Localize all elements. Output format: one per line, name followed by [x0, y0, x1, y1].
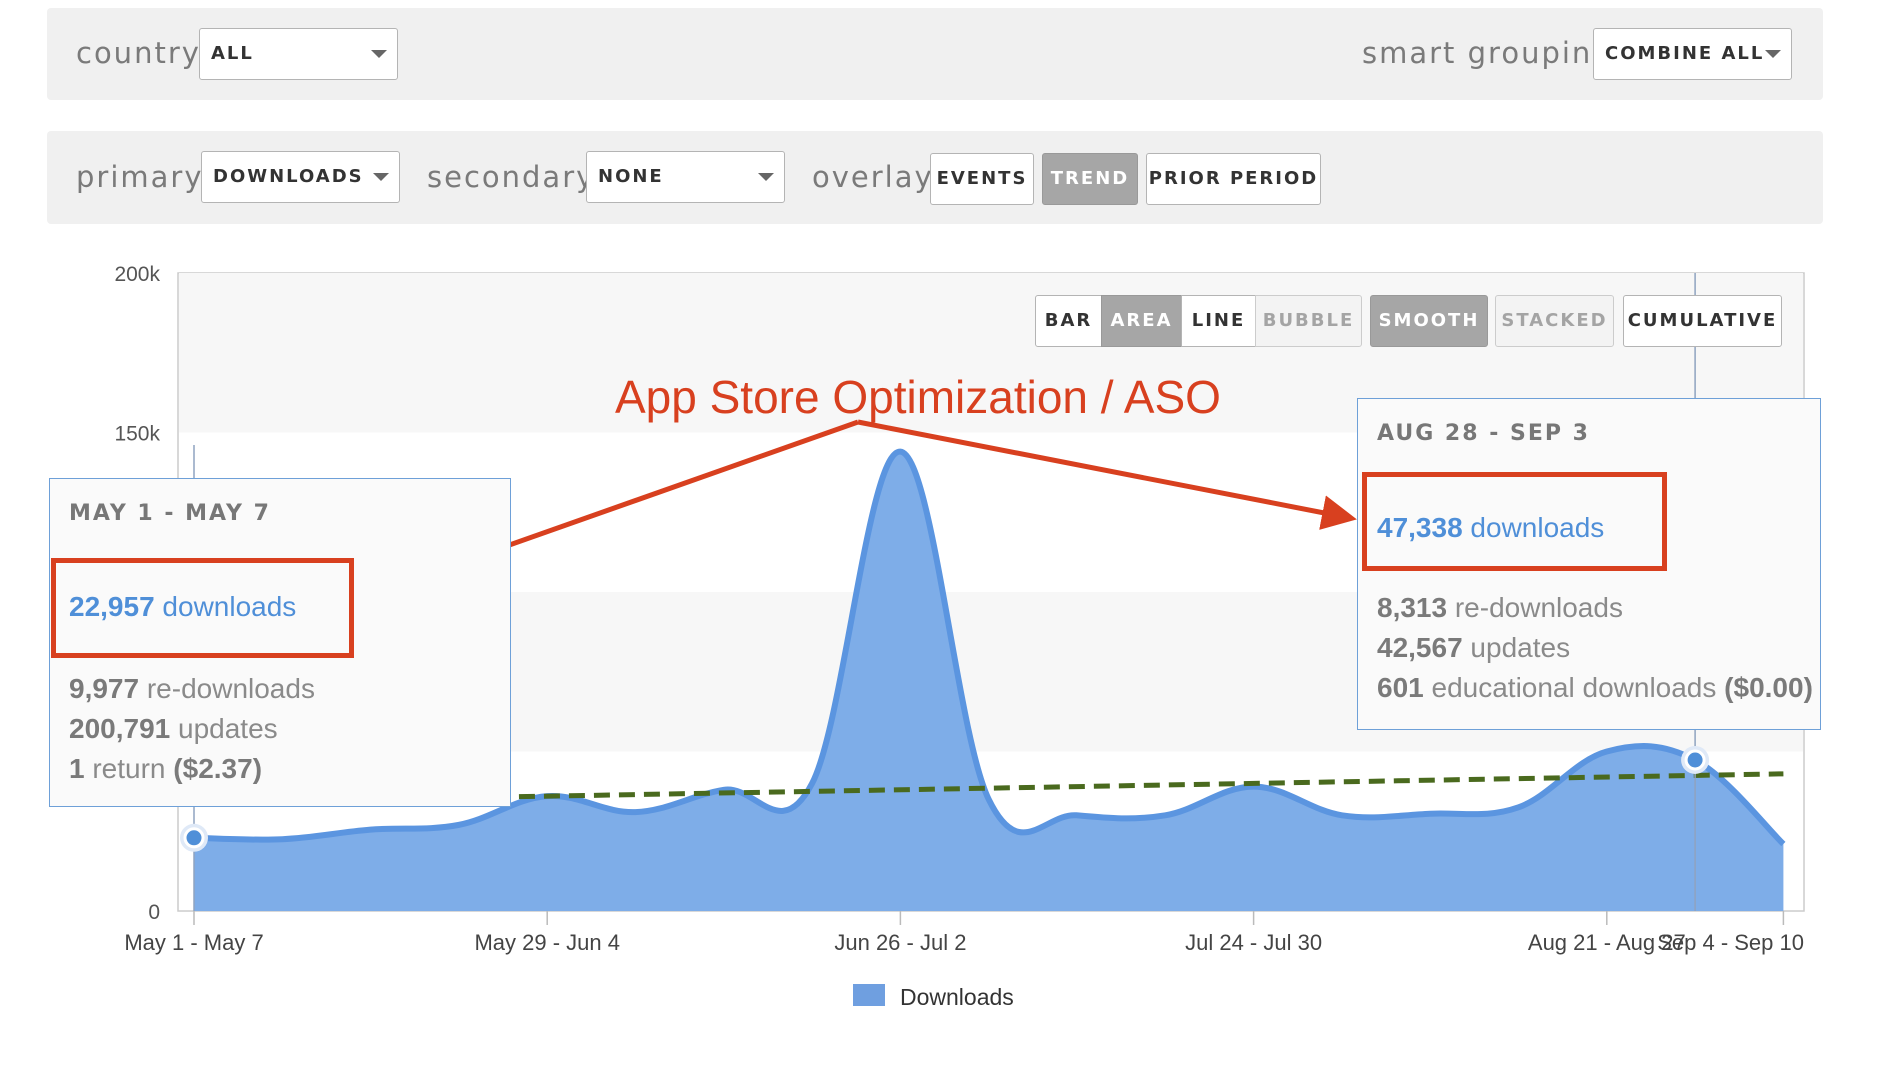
x-tick-label: Sep 4 - Sep 10 — [1657, 930, 1804, 955]
chart-type-area-button[interactable]: AREA — [1101, 295, 1182, 347]
tooltip-updates: 42,567 updates — [1377, 632, 1571, 663]
tooltip-educational: 601 educational downloads ($0.00) — [1377, 672, 1813, 703]
smart-grouping-select[interactable]: COMBINE ALL — [1593, 28, 1792, 80]
primary-select-value: DOWNLOADS — [213, 166, 364, 187]
primary-select[interactable]: DOWNLOADS — [201, 151, 400, 203]
overlay-label: overlay — [812, 160, 934, 194]
smart-grouping-select-value: COMBINE ALL — [1605, 43, 1765, 64]
secondary-select[interactable]: NONE — [586, 151, 785, 203]
aso-annotation: App Store Optimization / ASO — [615, 371, 1221, 423]
tooltip-redownloads: 8,313 re-downloads — [1377, 592, 1623, 623]
primary-label: primary — [76, 160, 204, 194]
highlight-box — [51, 558, 354, 658]
overlay-prior-period-button[interactable]: PRIOR PERIOD — [1146, 153, 1321, 205]
smooth-toggle-button[interactable]: SMOOTH — [1370, 295, 1488, 347]
stacked-toggle-button[interactable]: STACKED — [1495, 295, 1614, 347]
data-point-marker — [1684, 749, 1706, 771]
smart-grouping-label: smart grouping — [1362, 36, 1613, 70]
secondary-label: secondary — [427, 160, 596, 194]
tooltip-downloads: 47,338 downloads — [1377, 512, 1605, 543]
chevron-down-icon — [1765, 50, 1781, 58]
country-select-value: ALL — [211, 43, 254, 64]
tooltip-returns: 1 return ($2.37) — [69, 753, 263, 784]
chart-type-bar-button[interactable]: BAR — [1035, 295, 1102, 347]
tooltip-updates: 200,791 updates — [69, 713, 278, 744]
legend-label: Downloads — [900, 984, 1014, 1010]
annotation-arrow-right — [857, 419, 1357, 530]
highlight-box — [1362, 472, 1667, 571]
chevron-down-icon — [373, 173, 389, 181]
country-label: country — [76, 36, 201, 70]
legend-swatch — [853, 984, 885, 1006]
x-tick-label: Jul 24 - Jul 30 — [1185, 930, 1322, 955]
tooltip-title: AUG 28 - SEP 3 — [1377, 421, 1590, 446]
y-tick-label: 150k — [114, 423, 160, 446]
tooltip-title: MAY 1 - MAY 7 — [69, 501, 271, 526]
tooltip-redownloads: 9,977 re-downloads — [69, 673, 315, 704]
country-select[interactable]: ALL — [199, 28, 398, 80]
y-tick-label: 0 — [148, 901, 160, 924]
overlay-trend-button[interactable]: TREND — [1042, 153, 1138, 205]
data-point-marker — [183, 827, 205, 849]
chevron-down-icon — [758, 173, 774, 181]
x-tick-label: Aug 21 - Aug 27 — [1528, 930, 1686, 955]
chart-type-line-button[interactable]: LINE — [1181, 295, 1256, 347]
tooltip-downloads: 22,957 downloads — [69, 591, 297, 622]
x-tick-label: Jun 26 - Jul 2 — [834, 930, 966, 955]
tooltip-aug-28: AUG 28 - SEP 3 47,338 downloads 8,313 re… — [1357, 398, 1821, 730]
downloads-area — [194, 451, 1784, 911]
cumulative-toggle-button[interactable]: CUMULATIVE — [1623, 295, 1782, 347]
x-tick-label: May 1 - May 7 — [124, 930, 263, 955]
chart-type-bubble-button[interactable]: BUBBLE — [1255, 295, 1362, 347]
y-tick-label: 200k — [114, 263, 160, 286]
chevron-down-icon — [371, 50, 387, 58]
tooltip-may-1: MAY 1 - MAY 7 22,957 downloads 9,977 re-… — [49, 478, 511, 807]
overlay-events-button[interactable]: EVENTS — [930, 153, 1034, 205]
secondary-select-value: NONE — [598, 166, 664, 187]
downloads-line — [193, 448, 1786, 847]
x-tick-label: May 29 - Jun 4 — [474, 930, 620, 955]
